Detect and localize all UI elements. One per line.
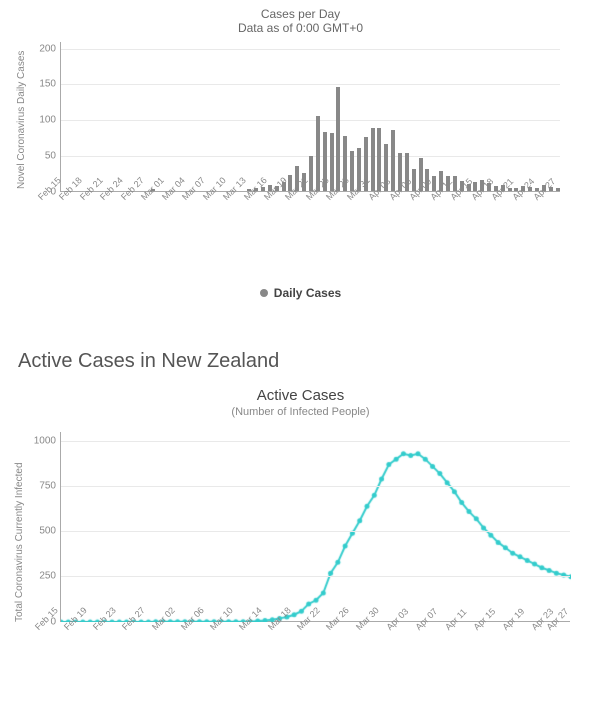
chart1-bar — [556, 188, 560, 190]
chart1-bar — [268, 185, 272, 191]
chart1-bar — [535, 188, 539, 191]
chart1-bar — [467, 184, 471, 190]
chart2-y-tick: 1000 — [34, 435, 56, 446]
chart1-bar — [364, 137, 368, 191]
chart1-bar — [302, 173, 306, 191]
chart1-bar — [432, 176, 436, 190]
chart1-bar — [521, 186, 525, 190]
chart1-gridline — [61, 120, 560, 121]
chart1-bar — [405, 153, 409, 190]
active-cases-chart: Active Cases (Number of Infected People)… — [0, 387, 601, 677]
chart1-bar — [453, 176, 457, 190]
chart1-x-labels: Feb 15Feb 18Feb 21Feb 24Feb 27Mar 01Mar … — [61, 191, 560, 231]
chart2-y-tick: 250 — [39, 571, 56, 582]
chart1-bar — [412, 169, 416, 190]
chart2-y-tick: 750 — [39, 480, 56, 491]
chart1-bar — [371, 128, 375, 191]
chart2-y-ticks: 02505007501000 — [20, 432, 60, 622]
chart1-bar — [398, 153, 402, 190]
chart1-bar — [336, 87, 340, 191]
chart1-title-line2: Data as of 0:00 GMT+0 — [0, 22, 601, 36]
chart1-bar — [330, 133, 334, 190]
chart1-bar — [480, 180, 484, 191]
chart1-bar — [473, 182, 477, 191]
chart1-bar — [494, 186, 498, 190]
chart2-x-labels: Feb 15Feb 19Feb 23Feb 27Mar 02Mar 06Mar … — [61, 621, 570, 661]
page-root: Cases per Day Data as of 0:00 GMT+0 Nove… — [0, 0, 601, 707]
chart2-plot-area: Feb 15Feb 19Feb 23Feb 27Mar 02Mar 06Mar … — [60, 432, 570, 622]
legend-dot-icon — [260, 289, 268, 297]
chart1-y-tick: 50 — [45, 150, 56, 161]
chart2-gridline — [61, 486, 570, 487]
chart2-subtitle: (Number of Infected People) — [0, 406, 601, 418]
chart1-y-tick: 200 — [39, 43, 56, 54]
chart2-gridline — [61, 576, 570, 577]
chart2-title: Active Cases — [0, 387, 601, 404]
chart1-bar — [528, 187, 532, 191]
section-heading: Active Cases in New Zealand — [18, 350, 601, 373]
chart1-bar — [501, 185, 505, 191]
chart1-bar — [343, 136, 347, 191]
chart1-bar — [288, 175, 292, 191]
chart1-bar — [391, 130, 395, 191]
chart1-bar — [316, 116, 320, 190]
chart1-bar — [275, 186, 279, 191]
chart1-bar — [247, 189, 251, 190]
chart1-plot-wrap: Novel Coronavirus Daily Cases 0501001502… — [0, 42, 601, 240]
chart2-line-canvas — [61, 432, 571, 622]
chart1-bar — [487, 183, 491, 190]
chart1-bar — [446, 176, 450, 190]
chart1-bar — [508, 188, 512, 191]
chart2-gridline — [61, 441, 570, 442]
chart1-legend-label: Daily Cases — [274, 286, 341, 300]
chart2-gridline — [61, 531, 570, 532]
chart1-y-ticks: 050100150200 — [24, 42, 60, 192]
chart1-bar — [323, 132, 327, 191]
chart1-gridline — [61, 49, 560, 50]
chart1-legend: Daily Cases — [0, 286, 601, 300]
chart2-plot-wrap: Total Coronavirus Currently Infected 025… — [0, 432, 601, 677]
chart1-bar — [282, 182, 286, 191]
chart1-plot-area: Feb 15Feb 18Feb 21Feb 24Feb 27Mar 01Mar … — [60, 42, 560, 192]
daily-cases-chart: Cases per Day Data as of 0:00 GMT+0 Nove… — [0, 0, 601, 300]
chart1-bar — [514, 188, 518, 191]
chart1-title-line1: Cases per Day — [0, 8, 601, 22]
chart1-bar — [377, 128, 381, 191]
chart1-bar — [350, 151, 354, 190]
chart1-bar — [384, 144, 388, 190]
chart1-bar — [549, 187, 553, 191]
chart1-gridline — [61, 84, 560, 85]
chart1-bar — [357, 148, 361, 191]
chart1-bar — [425, 169, 429, 190]
chart1-bar — [460, 181, 464, 190]
chart1-bar — [254, 188, 258, 190]
chart1-y-tick: 150 — [39, 79, 56, 90]
chart1-y-tick: 100 — [39, 115, 56, 126]
chart1-bar — [309, 156, 313, 190]
chart1-bar — [542, 185, 546, 191]
chart1-bar — [295, 166, 299, 191]
chart1-bar — [261, 187, 265, 191]
chart1-bar — [151, 189, 155, 190]
chart1-bar — [419, 158, 423, 190]
chart2-y-tick: 500 — [39, 526, 56, 537]
chart1-bar — [439, 171, 443, 191]
